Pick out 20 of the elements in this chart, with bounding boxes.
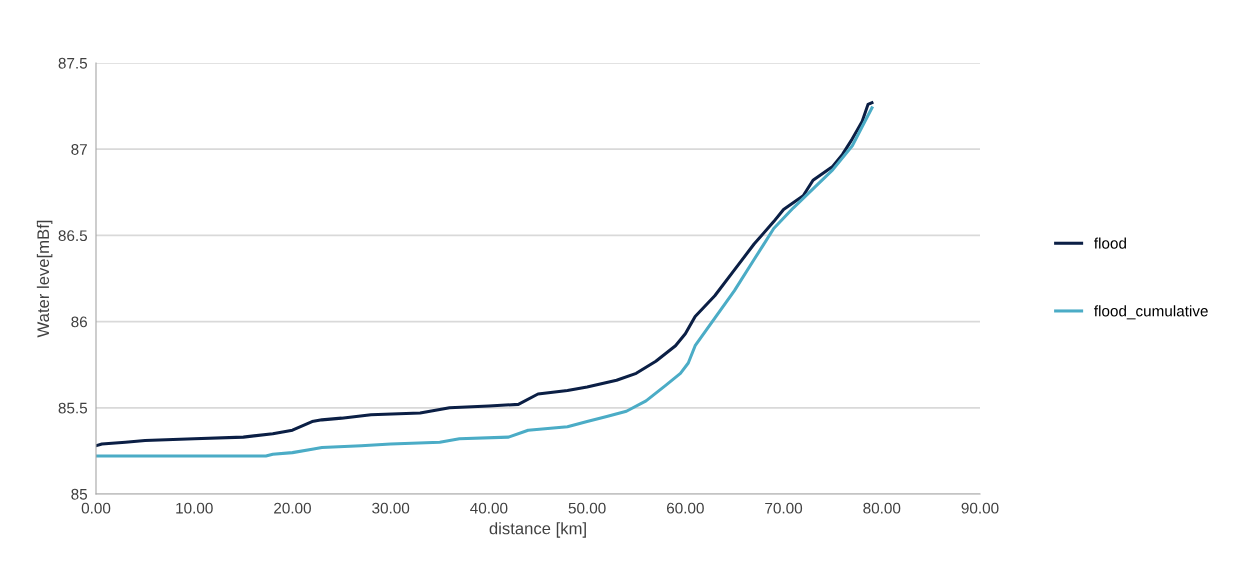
legend-label: flood_cumulative [1094, 305, 1208, 320]
x-tick-label: 10.00 [176, 502, 213, 514]
x-tick-label: 30.00 [372, 502, 410, 514]
x-tick-label: 90.00 [961, 502, 999, 514]
x-tick-label: 0.00 [81, 502, 111, 514]
x-tick-label: 60.00 [667, 502, 704, 514]
y-tick-label: 85 [71, 488, 88, 500]
x-tick-label: 80.00 [863, 502, 901, 514]
x-axis-title: distance [km] [489, 522, 586, 538]
y-tick-label: 86.5 [58, 230, 88, 242]
x-tick-label: 40.00 [470, 502, 508, 514]
x-tick-label: 70.00 [765, 502, 803, 514]
y-tick-label: 85.5 [58, 402, 88, 414]
x-tick-label: 50.00 [568, 502, 606, 514]
y-axis-title: Water leve[mBf] [36, 220, 53, 338]
legend-label: flood [1094, 237, 1126, 249]
y-tick-label: 87 [71, 144, 87, 155]
y-tick-label: 86 [71, 316, 87, 328]
y-tick-label: 87.5 [58, 57, 88, 69]
x-tick-label: 20.00 [274, 502, 311, 514]
